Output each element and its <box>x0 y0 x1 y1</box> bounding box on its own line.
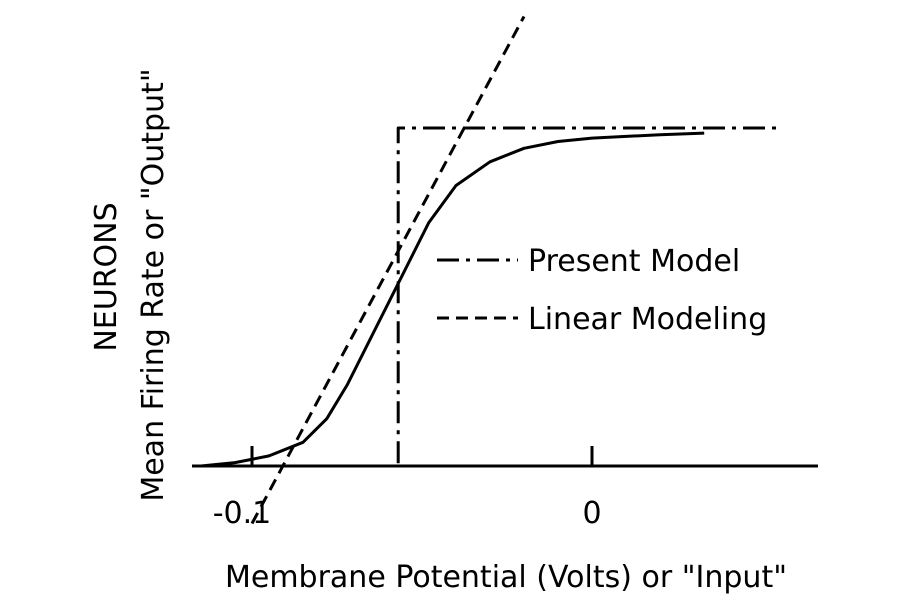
x-axis-label: Membrane Potential (Volts) or "Input" <box>225 560 787 595</box>
series-line-linear-modeling <box>250 15 526 525</box>
x-tick-label: 0 <box>582 496 601 531</box>
series-line-neuron-curve <box>200 131 705 468</box>
y-axis-label-line2: Mean Firing Rate or "Output" <box>136 68 171 501</box>
x-tick-label: -0.1 <box>213 496 272 531</box>
series-line-present-model <box>201 126 779 468</box>
legend-label-linear-modeling: Linear Modeling <box>528 302 767 337</box>
x-axis-ticks <box>250 446 594 466</box>
legend: Present Model Linear Modeling <box>437 244 767 337</box>
x-tick-labels: -0.1 0 <box>213 496 602 531</box>
legend-label-present-model: Present Model <box>528 244 740 279</box>
y-axis-label-line1: NEURONS <box>89 202 124 351</box>
series-layer <box>200 15 779 525</box>
